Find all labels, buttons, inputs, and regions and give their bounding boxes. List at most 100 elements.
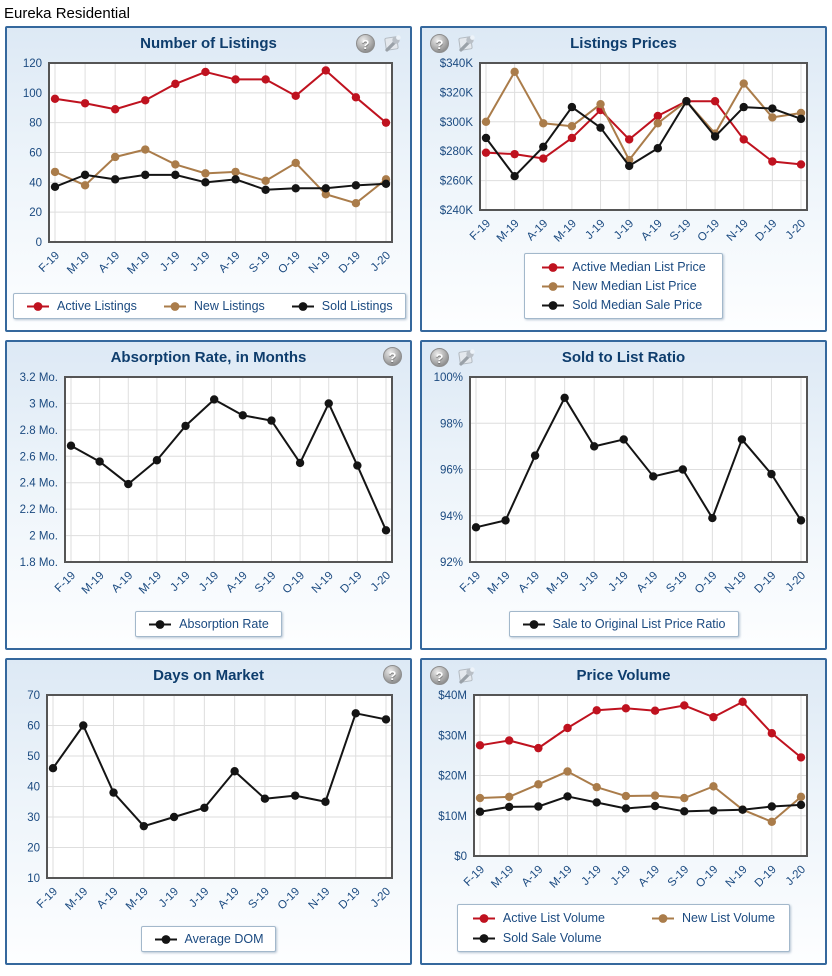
chart-sold-to-list-ratio: 92%94%96%98%100%F-19 M-19 A-19 M-19 J-19 J-19… [434, 372, 809, 597]
help-icon[interactable]: ? [430, 665, 449, 685]
legend-item: Sold Listings [291, 299, 393, 313]
legend-item: Average DOM [154, 932, 263, 946]
panel-price-volume: Price Volume ? $0 $10M $20M $30M $40M F-19 M-1… [420, 658, 827, 965]
svg-text:80: 80 [29, 118, 42, 130]
svg-text:M-19: M-19 [125, 250, 152, 277]
svg-text:J-20: J-20 [369, 250, 393, 274]
legend-item: Sale to Original List Price Ratio [522, 617, 726, 631]
svg-text:98%: 98% [440, 418, 463, 430]
panel-header: Price Volume ? [428, 663, 819, 688]
svg-text:A-19: A-19 [517, 570, 543, 596]
legend-item: Absorption Rate [148, 617, 269, 631]
svg-text:M-19: M-19 [63, 886, 90, 913]
customize-icon[interactable] [456, 347, 476, 367]
panel-number-of-listings: Number of Listings ? 0 20 40 60 80 100 120 F-19… [5, 26, 412, 332]
svg-text:J-20: J-20 [784, 864, 808, 888]
svg-text:A-19: A-19 [637, 864, 663, 890]
svg-text:S-19: S-19 [664, 570, 690, 596]
legend-item: New Median List Price [541, 279, 697, 293]
svg-text:96%: 96% [440, 465, 463, 477]
legend-item: New Listings [163, 299, 265, 313]
svg-text:40: 40 [27, 782, 40, 794]
svg-text:$10M: $10M [438, 811, 467, 823]
svg-text:0: 0 [36, 237, 42, 249]
svg-text:J-20: J-20 [369, 570, 393, 594]
panel-listings-prices: Listings Prices ? $240K $260K $280K $300K $3… [420, 26, 827, 332]
panel-absorption-rate: Absorption Rate, in Months ? 1.8 Mo. 2 Mo… [5, 340, 412, 650]
panel-header: Sold to List Ratio ? [428, 345, 819, 370]
svg-text:F-19: F-19 [458, 570, 483, 595]
svg-text:A-19: A-19 [217, 250, 243, 276]
svg-text:M-19: M-19 [137, 570, 164, 597]
legend-number-of-listings: Active Listings New Listings Sold Listings [13, 293, 406, 319]
svg-text:A-19: A-19 [216, 886, 242, 912]
help-icon[interactable]: ? [383, 347, 402, 366]
svg-text:O-19: O-19 [693, 570, 720, 597]
svg-text:2 Mo.: 2 Mo. [29, 531, 58, 543]
help-icon[interactable]: ? [430, 347, 449, 367]
svg-text:O-19: O-19 [281, 570, 308, 597]
legend-marker-icon [652, 913, 675, 923]
svg-text:3.2 Mo.: 3.2 Mo. [20, 372, 58, 384]
svg-text:A-19: A-19 [224, 570, 250, 596]
panel-header: Listings Prices ? [428, 31, 819, 56]
panel-header: Absorption Rate, in Months ? [13, 345, 404, 370]
svg-text:O-19: O-19 [694, 864, 721, 891]
svg-text:N-19: N-19 [723, 570, 749, 596]
wrench-glyph [384, 35, 401, 52]
legend-item: Sold Median Sale Price [541, 298, 702, 312]
svg-text:M-19: M-19 [545, 570, 572, 597]
legend-item: Active Listings [26, 299, 137, 313]
svg-text:J-19: J-19 [580, 864, 604, 888]
svg-text:A-19: A-19 [635, 570, 661, 596]
svg-text:$260K: $260K [440, 176, 474, 188]
svg-text:$240K: $240K [440, 205, 474, 217]
svg-text:J-19: J-19 [577, 570, 601, 594]
customize-icon[interactable] [456, 33, 476, 53]
svg-text:J-20: J-20 [784, 570, 808, 594]
svg-text:A-19: A-19 [110, 570, 136, 596]
svg-text:120: 120 [23, 58, 42, 70]
svg-text:100%: 100% [434, 372, 463, 384]
wrench-glyph [458, 667, 475, 684]
svg-text:J-19: J-19 [188, 250, 212, 274]
legend-label: Active Listings [57, 299, 137, 313]
svg-text:M-19: M-19 [65, 250, 92, 277]
svg-text:$320K: $320K [440, 87, 474, 99]
svg-text:D-19: D-19 [338, 570, 364, 596]
legend-absorption-rate: Absorption Rate [135, 611, 282, 637]
svg-text:F-19: F-19 [53, 570, 78, 595]
legend-marker-icon [291, 301, 314, 311]
svg-text:D-19: D-19 [753, 864, 779, 890]
legend-marker-icon [472, 933, 495, 943]
svg-text:2.4 Mo.: 2.4 Mo. [20, 478, 58, 490]
svg-text:A-19: A-19 [520, 864, 546, 890]
customize-icon[interactable] [382, 33, 402, 53]
legend-label: Sold Sale Volume [502, 931, 602, 945]
legend-marker-icon [27, 301, 49, 311]
svg-text:$280K: $280K [440, 146, 474, 158]
legend-label: Sale to Original List Price Ratio [552, 617, 726, 631]
svg-text:60: 60 [27, 721, 40, 733]
legend-price-volume: Active List Volume New List Volume Sold Sa… [456, 904, 791, 952]
legend-marker-icon [542, 300, 565, 310]
svg-text:J-19: J-19 [187, 886, 211, 910]
legend-label: New Median List Price [572, 279, 697, 293]
legend-label: Absorption Rate [179, 617, 269, 631]
svg-text:1.8 Mo.: 1.8 Mo. [20, 557, 58, 569]
help-icon[interactable]: ? [383, 665, 402, 684]
svg-text:M-19: M-19 [489, 864, 516, 891]
customize-icon[interactable] [456, 665, 476, 685]
svg-text:A-19: A-19 [525, 218, 551, 244]
svg-text:$30M: $30M [438, 730, 467, 742]
svg-text:J-19: J-19 [609, 864, 633, 888]
help-icon[interactable]: ? [430, 33, 449, 53]
svg-text:10: 10 [27, 873, 40, 885]
wrench-glyph [458, 35, 475, 52]
legend-marker-icon [149, 619, 172, 629]
legend-listings-prices: Active Median List Price New Median List … [524, 253, 723, 319]
svg-text:D-19: D-19 [752, 570, 778, 596]
help-icon[interactable]: ? [356, 33, 375, 53]
